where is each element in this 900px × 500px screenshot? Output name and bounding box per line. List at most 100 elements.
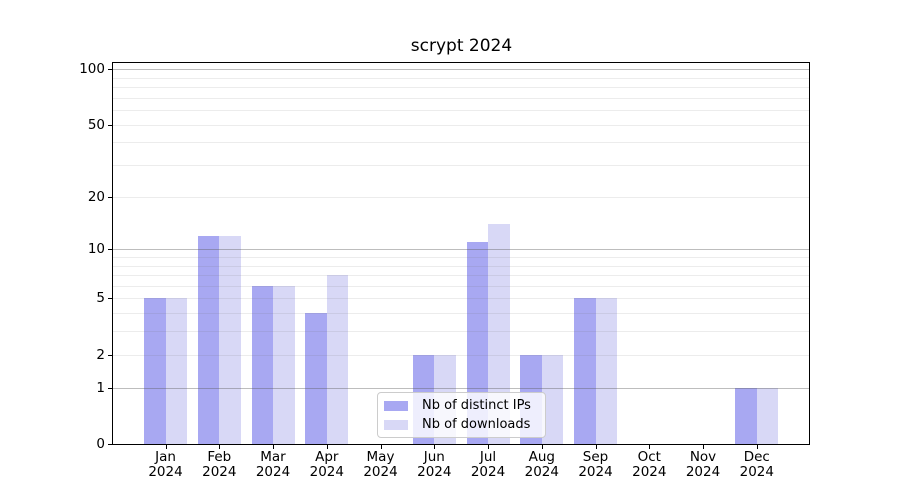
legend-item: Nb of distinct IPs — [384, 398, 537, 413]
legend-swatch-icon — [384, 419, 408, 430]
x-tick-year: 2024 — [202, 464, 237, 480]
x-tick-year: 2024 — [363, 464, 398, 480]
gridline-1 — [113, 387, 809, 389]
x-tick-mark — [595, 445, 597, 449]
gridline-60 — [113, 110, 809, 111]
x-tick-mark — [165, 445, 167, 449]
grid-layer — [113, 63, 809, 444]
bar-nb-of-downloads — [165, 298, 187, 444]
y-tick-label: 20 — [87, 188, 105, 205]
y-tick-label: 0 — [96, 436, 105, 452]
x-tick-month: Nov — [689, 449, 717, 465]
y-tick-label: 100 — [79, 61, 105, 77]
legend-label: Nb of distinct IPs — [422, 398, 531, 413]
bar-nb-of-downloads — [541, 354, 564, 444]
legend-item: Nb of downloads — [384, 417, 537, 432]
x-tick-year: 2024 — [685, 464, 721, 480]
x-tick-label: Jan 2024 — [126, 450, 206, 480]
bar-nb-of-downloads — [326, 275, 349, 444]
x-tick-label: Dec 2024 — [717, 450, 797, 480]
x-tick-month: Oct — [637, 449, 661, 465]
gridline-10 — [113, 249, 809, 251]
x-tick-label: Mar 2024 — [233, 450, 313, 480]
legend: Nb of distinct IPs Nb of downloads — [377, 392, 546, 438]
x-tick-month: Feb — [207, 449, 232, 465]
x-tick-mark — [649, 445, 651, 449]
gridline-90 — [113, 77, 809, 79]
bar-nb-of-distinct-ips — [197, 235, 220, 444]
x-tick-label: Feb 2024 — [179, 450, 259, 480]
x-tick-month: Dec — [743, 449, 770, 465]
plot-area — [112, 62, 810, 445]
bar-nb-of-downloads — [219, 235, 241, 444]
x-tick-label: Sep 2024 — [556, 450, 636, 480]
gridline-3 — [113, 331, 809, 333]
bar-nb-of-downloads — [756, 387, 779, 444]
gridline-9 — [113, 256, 809, 258]
x-tick-label: Apr 2024 — [287, 450, 367, 480]
bar-nb-of-downloads — [595, 298, 617, 444]
x-tick-mark — [326, 445, 328, 449]
gridline-7 — [113, 275, 809, 276]
x-tick-mark — [488, 445, 489, 449]
gridline-40 — [113, 142, 809, 144]
gridline-20 — [113, 196, 809, 198]
x-tick-month: Jul — [479, 449, 497, 465]
x-tick-year: 2024 — [632, 464, 667, 480]
x-tick-mark — [273, 445, 274, 449]
gridline-100 — [113, 69, 809, 70]
gridline-6 — [113, 285, 809, 287]
x-tick-month: Jun — [423, 449, 445, 465]
x-tick-month: Aug — [528, 449, 555, 465]
legend-label: Nb of downloads — [422, 417, 531, 432]
gridline-50 — [113, 124, 809, 126]
gridline-5 — [113, 298, 809, 300]
x-tick-year: 2024 — [417, 464, 452, 480]
y-tick-mark — [108, 249, 112, 251]
x-tick-mark — [380, 445, 382, 449]
x-tick-mark — [541, 445, 543, 449]
bar-nb-of-distinct-ips — [574, 298, 596, 444]
chart-title: scrypt 2024 — [410, 36, 513, 56]
y-tick-mark — [108, 298, 112, 300]
x-tick-year: 2024 — [524, 464, 559, 480]
y-tick-label: 10 — [87, 241, 105, 258]
x-tick-mark — [756, 445, 758, 449]
x-tick-label: Nov 2024 — [663, 450, 743, 480]
bar-nb-of-downloads — [488, 224, 510, 444]
gridline-8 — [113, 265, 809, 267]
y-tick-mark — [108, 196, 112, 198]
x-tick-month: May — [366, 449, 395, 465]
x-tick-year: 2024 — [255, 464, 291, 480]
x-tick-year: 2024 — [578, 464, 613, 480]
x-tick-mark — [434, 445, 436, 449]
gridline-70 — [113, 97, 809, 99]
bar-nb-of-downloads — [273, 285, 295, 444]
y-tick-label: 1 — [96, 379, 105, 396]
y-tick-mark — [108, 124, 112, 126]
bar-nb-of-distinct-ips — [251, 285, 273, 444]
gridline-4 — [113, 313, 809, 315]
bar-nb-of-distinct-ips — [144, 298, 166, 444]
gridline-30 — [113, 165, 809, 166]
x-tick-year: 2024 — [309, 464, 344, 480]
gridline-2 — [113, 354, 809, 356]
x-tick-month: Mar — [260, 449, 286, 465]
x-tick-label: May 2024 — [341, 450, 421, 480]
x-tick-month: Jan — [155, 449, 176, 465]
y-tick-mark — [108, 69, 112, 70]
x-tick-label: Jun 2024 — [394, 450, 474, 480]
x-tick-mark — [703, 445, 704, 449]
x-tick-year: 2024 — [470, 464, 506, 480]
x-tick-month: Apr — [315, 449, 339, 465]
x-tick-label: Jul 2024 — [448, 450, 528, 480]
y-tick-label: 2 — [96, 346, 105, 363]
x-tick-year: 2024 — [148, 464, 183, 480]
gridline-80 — [113, 87, 809, 88]
x-tick-year: 2024 — [739, 464, 774, 480]
y-tick-mark — [108, 444, 112, 445]
y-tick-mark — [108, 387, 112, 389]
y-tick-mark — [108, 354, 112, 356]
bar-nb-of-distinct-ips — [305, 313, 327, 444]
